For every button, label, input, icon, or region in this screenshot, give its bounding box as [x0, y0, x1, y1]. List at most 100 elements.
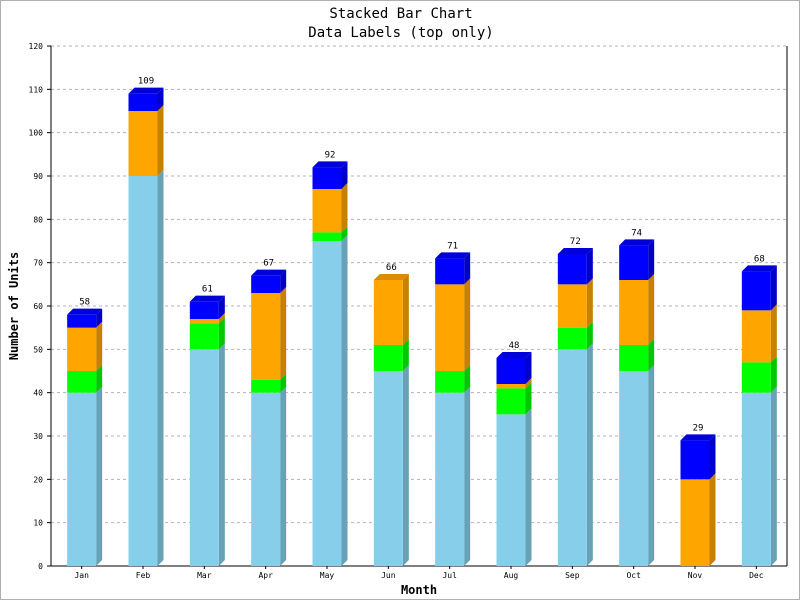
y-tick-label: 40 — [33, 389, 43, 398]
bar-segment — [251, 392, 281, 566]
bar-segment — [312, 232, 342, 241]
bar-segment — [435, 284, 465, 371]
bar-segment — [619, 345, 649, 371]
data-label: 29 — [693, 423, 704, 433]
bar-side — [341, 183, 348, 233]
bar-top — [128, 87, 164, 94]
bar-top — [251, 269, 287, 276]
y-tick-label: 80 — [33, 215, 43, 224]
data-label: 74 — [631, 228, 642, 238]
chart-subtitle: Data Labels (top only) — [308, 25, 494, 41]
y-tick-label: 90 — [33, 172, 43, 181]
bar-side — [770, 304, 777, 363]
bar-segment — [373, 280, 403, 345]
bar-segment — [619, 245, 649, 280]
bar-top — [435, 252, 471, 259]
y-tick-label: 70 — [33, 259, 43, 268]
bar-segment — [189, 323, 219, 350]
bar-top — [67, 308, 103, 315]
y-tick-label: 0 — [38, 562, 43, 571]
x-tick-label: Jul — [442, 571, 457, 580]
bar-side — [280, 386, 287, 566]
bar-segment — [67, 314, 97, 328]
bar-side — [402, 339, 409, 371]
bar-segment — [312, 167, 342, 189]
bar-side — [96, 308, 103, 328]
bar-segment — [373, 371, 403, 566]
bar-segment — [189, 319, 219, 324]
bar-segment — [435, 371, 465, 393]
bar-side — [586, 343, 593, 566]
bar-side — [770, 356, 777, 393]
bar-segment — [680, 440, 710, 480]
data-label: 61 — [202, 285, 213, 295]
x-tick-label: Oct — [626, 571, 641, 580]
x-tick-label: Aug — [504, 571, 519, 580]
bar-side — [218, 313, 225, 324]
bar-side — [402, 274, 409, 345]
y-tick-label: 10 — [33, 519, 43, 528]
bar-side — [525, 382, 532, 415]
bar-side — [218, 317, 225, 350]
data-label: 72 — [570, 237, 581, 247]
bar-segment — [496, 384, 526, 389]
bar-side — [770, 265, 777, 311]
bar-top — [619, 239, 655, 246]
bar-side — [770, 386, 777, 566]
bar-segment — [67, 371, 97, 393]
bar-side — [157, 170, 164, 566]
bar-segment — [251, 275, 281, 293]
bar-side — [525, 352, 532, 384]
bar-segment — [557, 327, 587, 350]
bar-side — [464, 365, 471, 393]
bar-side — [464, 252, 471, 285]
bar-segment — [189, 349, 219, 566]
y-tick-label: 100 — [29, 129, 44, 138]
bar-segment — [312, 241, 342, 566]
bar-top — [741, 265, 777, 272]
bar-segment — [557, 284, 587, 328]
y-tick-label: 30 — [33, 432, 43, 441]
data-label: 67 — [263, 259, 274, 269]
data-label: 92 — [325, 150, 336, 160]
x-tick-label: May — [320, 571, 335, 580]
bar-side — [648, 365, 655, 566]
bar-side — [96, 321, 103, 371]
bar-segment — [312, 189, 342, 233]
x-tick-label: Jan — [74, 571, 89, 580]
x-tick-label: Jun — [381, 571, 396, 580]
bar-side — [709, 473, 716, 566]
bar-top — [680, 434, 716, 441]
bar-side — [96, 386, 103, 566]
data-label: 58 — [79, 298, 90, 308]
bar-side — [464, 386, 471, 566]
bar-segment — [67, 327, 97, 371]
bar-segment — [435, 258, 465, 285]
bar-side — [96, 365, 103, 393]
bar-segment — [619, 371, 649, 566]
bar-segment — [557, 254, 587, 285]
bar-segment — [251, 379, 281, 393]
bar-segment — [67, 392, 97, 566]
bar-side — [341, 161, 348, 189]
x-tick-label: Apr — [258, 571, 273, 580]
bar-segment — [128, 176, 158, 566]
bar-segment — [680, 479, 710, 566]
bar-side — [402, 365, 409, 566]
data-label: 71 — [447, 241, 458, 251]
bar-top — [189, 295, 225, 302]
bar-side — [648, 239, 655, 280]
bar-side — [525, 408, 532, 566]
bar-side — [586, 248, 593, 285]
bar-segment — [435, 392, 465, 566]
bar-segment — [496, 414, 526, 566]
bar-segment — [741, 310, 771, 363]
y-tick-label: 60 — [33, 302, 43, 311]
x-tick-label: Feb — [136, 571, 151, 580]
x-axis-title: Month — [401, 583, 437, 597]
bar-side — [525, 378, 532, 389]
bar-segment — [496, 388, 526, 415]
bar-side — [648, 339, 655, 371]
chart-title: Stacked Bar Chart — [329, 6, 473, 22]
